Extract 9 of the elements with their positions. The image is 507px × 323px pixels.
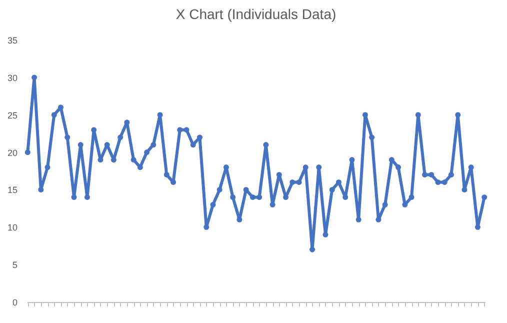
y-tick-label: 20: [7, 148, 18, 158]
y-tick-label: 5: [12, 260, 18, 270]
y-tick-label: 10: [7, 222, 18, 233]
y-tick-label: 30: [7, 72, 18, 83]
y-tick-label: 35: [7, 36, 18, 46]
y-tick-label: 15: [7, 185, 18, 196]
chart-title: X Chart (Individuals Data): [176, 6, 336, 22]
y-tick-label: 25: [7, 110, 18, 120]
y-tick-label: 0: [12, 298, 18, 308]
